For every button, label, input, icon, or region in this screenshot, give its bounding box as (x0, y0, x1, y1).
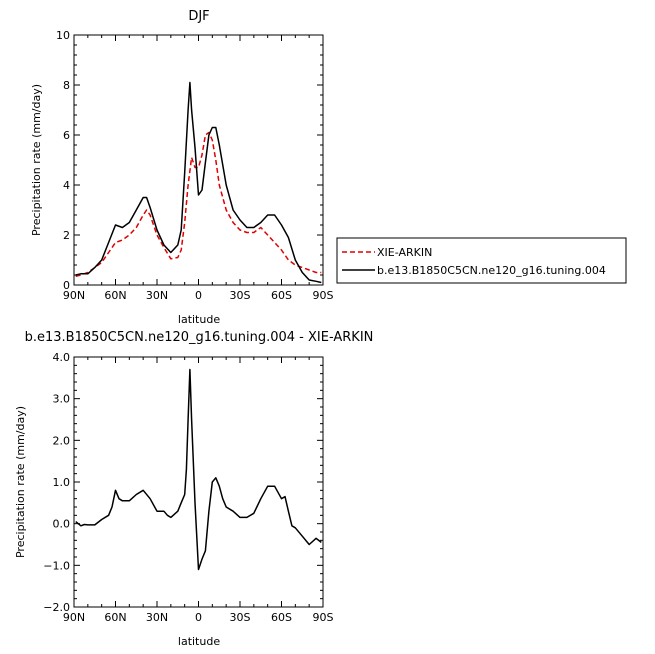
bottom-panel-title: b.e13.B1850C5CN.ne120_g16.tuning.004 - X… (25, 330, 374, 345)
bottom-y-tick-label: 2.0 (53, 434, 71, 447)
top-y-tick-label: 8 (63, 79, 70, 92)
top-y-tick-label: 6 (63, 129, 70, 142)
top-x-tick-label: 60N (104, 289, 126, 302)
top-x-tick-label: 30N (146, 289, 168, 302)
bottom-y-axis-label: Precipitation rate (mm/day) (14, 406, 27, 558)
top-series-line-0 (75, 131, 322, 278)
bottom-y-tick-label: 1.0 (53, 476, 71, 489)
bottom-panel: b.e13.B1850C5CN.ne120_g16.tuning.004 - X… (14, 330, 373, 648)
top-panel: DJF 0 2 4 6 8 10 90N 60N 30N 0 30S 60S 90S Precipita… (30, 9, 334, 326)
bottom-y-tick-label: 0.0 (53, 518, 71, 531)
top-x-tick-label: 0 (195, 289, 202, 302)
bottom-x-tick-label: 30S (230, 611, 251, 624)
top-plot-frame (73, 34, 324, 286)
bottom-series-line-0 (75, 368, 322, 571)
top-y-tick-label: 10 (56, 29, 70, 42)
top-x-tick-label: 60S (271, 289, 292, 302)
bottom-x-tick-label: 90N (63, 611, 85, 624)
legend-label-model: b.e13.B1850C5CN.ne120_g16.tuning.004 (377, 264, 606, 277)
top-y-tick-label: 2 (63, 229, 70, 242)
bottom-x-tick-label: 60N (104, 611, 126, 624)
bottom-plot-area: −2.0 −1.0 0.0 1.0 2.0 3.0 4.0 90N 60N 30N 0 30S 60S 9… (43, 351, 333, 624)
legend-label-xie-arkin: XIE-ARKIN (377, 246, 432, 259)
bottom-y-tick-label: −2.0 (43, 601, 70, 614)
bottom-x-tick-label: 0 (195, 611, 202, 624)
legend: XIE-ARKIN b.e13.B1850C5CN.ne120_g16.tuni… (336, 237, 627, 284)
top-x-tick-label: 90N (63, 289, 85, 302)
bottom-x-tick-label: 30N (146, 611, 168, 624)
top-series-line-1 (75, 81, 322, 284)
top-y-tick-label: 4 (63, 179, 70, 192)
bottom-x-tick-label: 90S (313, 611, 334, 624)
top-x-tick-label: 90S (313, 289, 334, 302)
top-plot-area: 0 2 4 6 8 10 90N 60N 30N 0 30S 60S 90S (56, 29, 334, 302)
top-x-tick-label: 30S (230, 289, 251, 302)
bottom-x-tick-label: 60S (271, 611, 292, 624)
bottom-y-tick-label: −1.0 (43, 559, 70, 572)
bottom-x-axis-label: latitude (178, 635, 220, 648)
bottom-y-tick-label: 3.0 (53, 393, 71, 406)
top-y-tick-label: 0 (63, 279, 70, 292)
top-y-axis-label: Precipitation rate (mm/day) (30, 84, 43, 236)
bottom-y-tick-label: 4.0 (53, 351, 71, 364)
top-x-axis-label: latitude (178, 313, 220, 326)
top-panel-title: DJF (188, 9, 209, 24)
legend-box (336, 237, 627, 284)
